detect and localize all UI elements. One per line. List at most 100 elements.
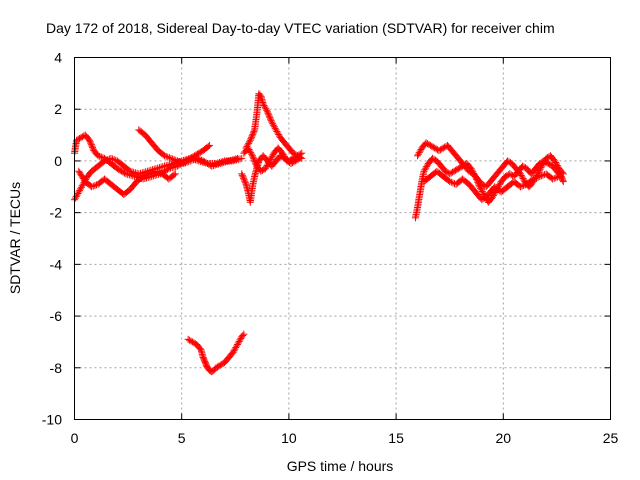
data-point xyxy=(77,134,85,142)
data-point xyxy=(162,152,170,160)
data-point xyxy=(425,141,433,149)
data-point xyxy=(249,153,257,161)
data-point xyxy=(489,193,497,201)
data-point xyxy=(291,157,299,165)
data-point xyxy=(478,187,486,195)
data-point xyxy=(240,174,248,182)
data-point xyxy=(194,155,202,163)
data-point xyxy=(263,106,271,114)
data-point xyxy=(187,337,195,345)
data-point xyxy=(164,153,172,161)
data-point xyxy=(146,170,154,178)
data-point xyxy=(74,190,82,198)
data-point xyxy=(264,160,272,168)
data-point xyxy=(296,154,304,162)
data-point xyxy=(466,168,474,176)
data-point xyxy=(295,151,303,159)
data-point xyxy=(298,149,306,157)
data-point xyxy=(444,177,452,185)
y-tick-label: -6 xyxy=(50,308,63,324)
data-point xyxy=(539,161,547,169)
data-point xyxy=(157,169,165,177)
data-point xyxy=(193,150,201,158)
data-point xyxy=(71,194,79,202)
data-point xyxy=(230,347,238,355)
data-point xyxy=(263,108,271,116)
data-point xyxy=(415,149,423,157)
data-point xyxy=(506,170,514,178)
data-point xyxy=(552,158,560,166)
data-point xyxy=(272,126,280,134)
data-point xyxy=(552,160,560,168)
data-point xyxy=(262,105,270,113)
data-point xyxy=(131,169,139,177)
data-point xyxy=(206,141,214,149)
data-point xyxy=(218,159,226,167)
data-point xyxy=(109,155,117,163)
data-point xyxy=(215,362,223,370)
x-tick-label: 0 xyxy=(71,430,79,446)
data-point xyxy=(113,165,121,173)
data-point xyxy=(185,158,193,166)
data-point xyxy=(414,152,422,160)
data-point xyxy=(267,154,275,162)
data-point xyxy=(501,172,509,180)
data-point xyxy=(423,163,431,171)
data-point xyxy=(273,127,281,135)
data-point xyxy=(447,178,455,186)
data-point xyxy=(426,141,434,149)
plot-frame xyxy=(74,57,611,420)
data-point xyxy=(76,135,84,143)
data-point xyxy=(260,102,268,110)
data-point xyxy=(520,181,528,189)
data-point xyxy=(157,163,165,171)
data-point xyxy=(119,168,127,176)
data-point xyxy=(211,161,219,169)
data-point xyxy=(186,336,194,344)
data-point xyxy=(546,160,554,168)
data-point xyxy=(456,164,464,172)
data-point xyxy=(235,337,243,345)
data-point xyxy=(196,156,204,164)
data-point xyxy=(264,109,272,117)
data-point xyxy=(215,160,223,168)
y-tick-label: 0 xyxy=(54,153,62,169)
data-point xyxy=(159,163,167,171)
data-point xyxy=(544,160,552,168)
data-point xyxy=(414,150,422,158)
data-point xyxy=(278,149,286,157)
data-points xyxy=(71,90,567,376)
data-point xyxy=(236,336,244,344)
data-point xyxy=(167,154,175,162)
data-point xyxy=(213,161,221,169)
data-point xyxy=(232,155,240,163)
data-point xyxy=(232,344,240,352)
data-point xyxy=(268,152,276,160)
data-point xyxy=(203,160,211,168)
data-point xyxy=(521,181,529,189)
data-point xyxy=(270,123,278,131)
data-point xyxy=(533,174,541,182)
data-point xyxy=(294,155,302,163)
data-point xyxy=(504,157,512,165)
data-point xyxy=(184,335,192,343)
data-point xyxy=(147,169,155,177)
data-point xyxy=(221,158,229,166)
data-point xyxy=(169,155,177,163)
data-point xyxy=(240,330,248,338)
data-point xyxy=(201,158,209,166)
data-point xyxy=(116,166,124,174)
data-point xyxy=(192,151,200,159)
data-point xyxy=(241,179,249,187)
data-point xyxy=(438,145,446,153)
data-point xyxy=(213,363,221,371)
data-point xyxy=(88,142,96,150)
data-point xyxy=(421,166,429,174)
data-point xyxy=(248,133,256,141)
data-point xyxy=(271,124,279,132)
data-point xyxy=(446,178,454,186)
data-point xyxy=(261,103,269,111)
data-point xyxy=(241,177,249,185)
data-point xyxy=(420,167,428,175)
data-point xyxy=(283,157,291,165)
